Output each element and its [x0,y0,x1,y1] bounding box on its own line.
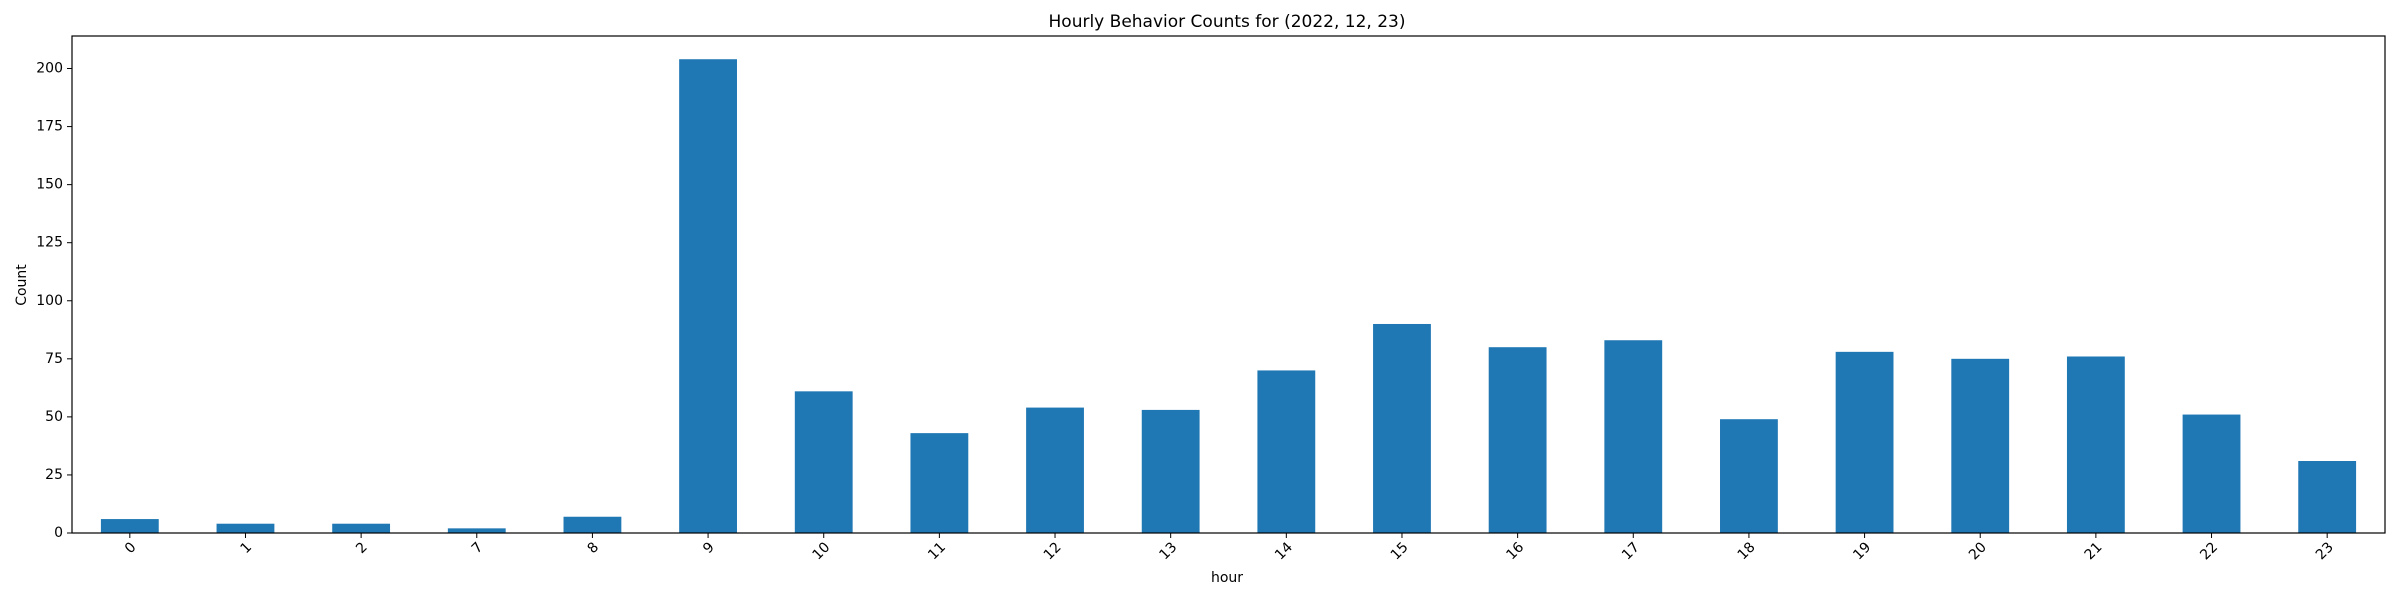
y-tick-label: 75 [45,351,63,367]
bar-hour-16 [1488,347,1547,533]
y-tick-label: 25 [45,467,63,483]
bar-hour-19 [1835,351,1894,533]
x-tick-label: 11 [925,539,949,563]
y-tick-label: 100 [36,293,63,309]
bar-hour-18 [1720,419,1778,533]
bar-hour-7 [447,528,506,533]
x-tick-label: 8 [584,539,602,557]
y-tick-label: 150 [36,177,63,193]
bar-hour-9 [679,59,737,533]
bars-group [100,59,2357,533]
x-tick-label: 23 [2313,539,2337,563]
bar-hour-20 [1951,358,2010,533]
x-tick-label: 1 [238,539,256,557]
x-axis-label: hour [1211,570,1243,586]
x-tick-label: 2 [353,539,371,557]
bar-hour-14 [1257,370,1316,533]
chart-title: Hourly Behavior Counts for (2022, 12, 23… [1049,12,1406,32]
y-tick-label: 200 [36,61,63,77]
x-tick-label: 9 [700,539,718,557]
bar-hour-1 [216,523,275,533]
x-tick-label: 7 [469,539,487,557]
bar-hour-15 [1373,323,1431,533]
y-tick-label: 175 [36,119,63,135]
y-tick-label: 50 [45,409,63,425]
x-tick-label: 12 [1041,539,1065,563]
plot-frame [71,35,2386,534]
x-tick-label: 16 [1503,539,1527,563]
y-axis-label: Count [14,264,30,306]
y-axis-ticks: 0 25 50 75 100 125 150 175 200 [36,61,72,541]
x-tick-label: 20 [1966,539,1990,563]
x-tick-label: 19 [1850,539,1874,563]
bar-hour-11 [910,433,969,533]
bar-hour-21 [2066,356,2125,533]
x-tick-label: 10 [809,539,833,563]
x-tick-label: 13 [1156,539,1180,563]
x-tick-label: 18 [1735,539,1759,563]
y-tick-label: 125 [36,235,63,251]
bar-hour-10 [794,391,853,533]
x-tick-label: 15 [1388,539,1412,563]
bar-hour-17 [1604,340,1663,533]
x-axis-ticks: 0 1 2 7 8 9 10 11 12 13 14 15 16 17 18 19 20 21 22 23 [122,533,2337,563]
bar-hour-12 [1026,407,1084,533]
x-tick-label: 17 [1619,539,1643,563]
x-tick-label: 21 [2082,539,2106,563]
x-tick-label: 0 [122,539,140,557]
bar-hour-0 [100,519,159,533]
bar-hour-22 [2182,414,2241,533]
y-tick-label: 0 [54,525,63,541]
bar-hour-13 [1141,409,1200,533]
bar-hour-23 [2298,461,2357,533]
bar-hour-2 [332,523,391,533]
x-tick-label: 14 [1272,539,1296,563]
x-tick-label: 22 [2197,539,2221,563]
bar-hour-8 [563,516,622,533]
